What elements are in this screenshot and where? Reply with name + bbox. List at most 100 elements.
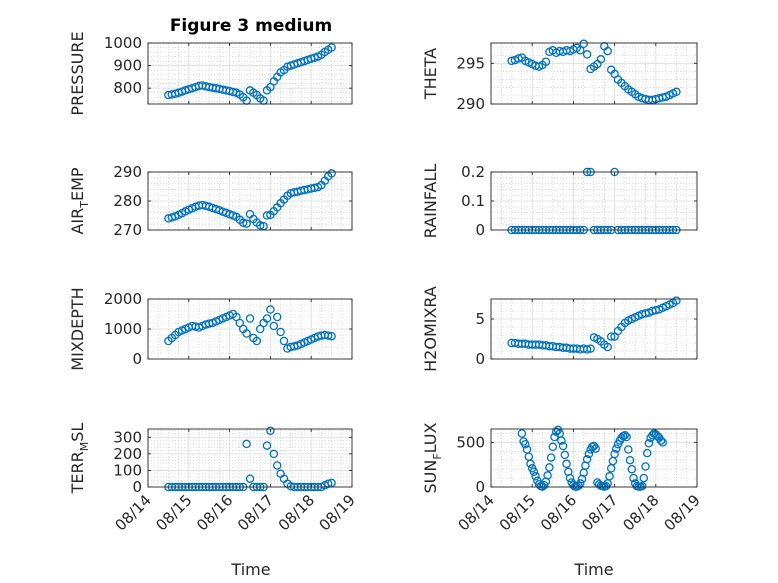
data-point (269, 449, 279, 459)
y-axis-label: SUNFLUX (421, 422, 444, 493)
data-point (627, 464, 637, 474)
y-axis-label: AIRTEMP (68, 167, 91, 234)
data-point (603, 46, 612, 56)
data-point (642, 448, 652, 458)
y-tick-label: 295 (456, 54, 485, 72)
data-point (531, 472, 540, 481)
panel-mixdepth: 0 1000 2000 MIXDEPTH (68, 287, 353, 371)
data-point (576, 46, 585, 55)
data-point (327, 43, 336, 52)
data-point (327, 478, 336, 488)
axes-box (147, 42, 353, 105)
y-tick-label: 1000 (104, 34, 142, 52)
data-point (629, 473, 638, 483)
y-tick-label: 500 (456, 433, 485, 451)
data-point (543, 471, 552, 480)
y-tick-label: 0 (475, 478, 485, 496)
y-axis-label: H2OMIXRA (421, 286, 440, 372)
axes-box (147, 428, 353, 488)
data-point (610, 449, 619, 459)
data-point (582, 345, 592, 354)
y-tick-label: 900 (113, 57, 142, 75)
y-axis-label: PRESSURE (68, 31, 87, 115)
data-point (582, 50, 592, 59)
data-point (262, 314, 272, 323)
data-point (276, 327, 285, 337)
data-point (327, 169, 336, 178)
data-point (245, 474, 255, 483)
data-point (548, 442, 558, 452)
x-axis-label-right: Time (573, 560, 613, 579)
y-tick-label: 2000 (104, 290, 142, 308)
plot-area (148, 429, 352, 487)
y-tick-label: 280 (113, 192, 142, 210)
data-point (656, 436, 666, 445)
data-point (639, 473, 649, 483)
data-point (242, 329, 251, 338)
y-axis-label: RAINFALL (421, 164, 440, 239)
panel-rainfall: 0 0.1 0.2 RAINFALL (421, 163, 698, 239)
panel-h2omixra: 0 5 H2OMIXRA (421, 286, 698, 372)
data-point (586, 344, 595, 353)
data-point (557, 436, 566, 445)
data-point (672, 296, 681, 305)
panel-air-temp: 270 280 290 AIRTEMP (68, 163, 353, 239)
data-point (327, 331, 336, 341)
data-point (269, 321, 279, 331)
figure-title: Figure 3 medium (170, 16, 332, 36)
data-point (272, 312, 282, 322)
data-point (521, 439, 530, 449)
data-point (574, 481, 583, 490)
data-point (579, 39, 588, 49)
data-point (279, 336, 289, 346)
data-point (625, 455, 635, 465)
data-point (606, 332, 616, 341)
data-point (266, 305, 275, 314)
data-point (262, 441, 272, 450)
y-tick-label: 5 (475, 310, 485, 328)
data-point (584, 449, 594, 459)
data-point (641, 462, 650, 471)
data-point (323, 331, 333, 340)
y-tick-label: 800 (113, 79, 142, 97)
data-point (272, 461, 282, 470)
data-point (624, 445, 633, 454)
y-tick-label: 0.1 (461, 192, 485, 210)
data-point (310, 183, 319, 193)
y-axis-label: MIXDEPTH (68, 287, 87, 370)
panel-pressure: 800 900 1000 PRESSURE (68, 31, 353, 116)
data-point (644, 439, 654, 448)
y-tick-label: 0 (132, 350, 142, 368)
data-point (565, 473, 575, 483)
y-tick-label: 270 (113, 221, 142, 239)
axes-box (490, 298, 698, 360)
y-tick-label: 290 (456, 95, 485, 113)
data-point (605, 472, 614, 481)
data-point (238, 218, 248, 228)
data-point (658, 438, 667, 447)
data-point (612, 444, 621, 453)
data-point (242, 219, 251, 228)
data-point (672, 87, 681, 97)
data-point (591, 444, 600, 453)
data-point (620, 430, 630, 440)
y-tick-label: 0 (132, 478, 142, 496)
axes-box (490, 428, 698, 488)
y-tick-label: 0 (475, 221, 485, 239)
data-point (262, 211, 272, 220)
data-point (529, 467, 539, 477)
data-point (546, 453, 556, 462)
panel-theta: 290 295 THETA (421, 39, 698, 113)
y-tick-label: 300 (113, 428, 142, 446)
y-tick-label: 290 (113, 163, 142, 181)
data-point (603, 342, 612, 352)
data-point (637, 481, 647, 491)
data-point (582, 455, 592, 464)
data-point (541, 57, 551, 66)
y-axis-label: TERRMSL (68, 423, 91, 495)
axes-box (490, 42, 698, 105)
x-axis-label-left: Time (230, 560, 270, 579)
data-point (560, 450, 570, 460)
data-point (242, 439, 251, 449)
